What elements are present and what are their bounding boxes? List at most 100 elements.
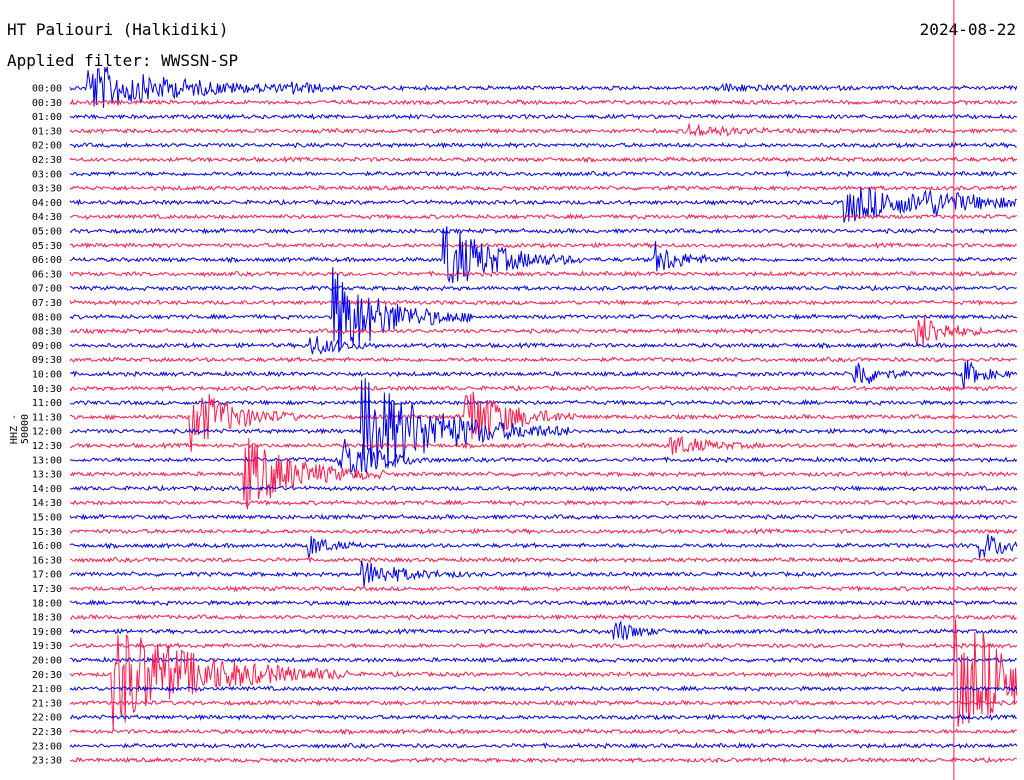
row-label: 15:30 bbox=[32, 527, 62, 538]
row-label: 21:00 bbox=[32, 684, 62, 695]
seismic-trace-row bbox=[69, 728, 1018, 736]
row-label: 02:00 bbox=[32, 141, 62, 152]
seismic-trace-row bbox=[69, 356, 1017, 364]
row-label: 03:00 bbox=[32, 169, 62, 180]
seismic-trace-row bbox=[69, 619, 1018, 730]
seismic-trace-row bbox=[70, 398, 1018, 407]
seismic-trace-row bbox=[69, 384, 1018, 392]
row-label: 09:00 bbox=[32, 341, 62, 352]
seismic-trace-row bbox=[69, 66, 1018, 108]
seismic-trace-row bbox=[69, 756, 1018, 764]
seismic-trace-row bbox=[69, 556, 1018, 564]
row-label: 06:00 bbox=[32, 255, 62, 266]
row-label: 20:00 bbox=[32, 656, 62, 667]
row-label: 21:30 bbox=[32, 698, 62, 709]
row-label: 17:30 bbox=[32, 584, 62, 595]
row-label: 01:00 bbox=[32, 112, 62, 123]
row-label: 04:00 bbox=[32, 198, 62, 209]
seismic-trace-row bbox=[69, 534, 1018, 559]
row-label: 00:00 bbox=[32, 84, 62, 95]
row-label: 04:30 bbox=[32, 212, 62, 223]
seismic-trace-row bbox=[69, 684, 1018, 693]
seismic-trace-row bbox=[69, 437, 1018, 510]
seismic-trace-row bbox=[69, 642, 1018, 650]
seismic-trace-row bbox=[69, 560, 1018, 588]
seismic-trace-row bbox=[69, 315, 1018, 347]
row-label: 16:30 bbox=[32, 555, 62, 566]
row-label: 07:00 bbox=[32, 284, 62, 295]
seismic-trace-row bbox=[69, 267, 1018, 353]
row-label: 20:30 bbox=[32, 670, 62, 681]
seismic-trace-row bbox=[69, 438, 1018, 477]
seismic-trace-row bbox=[69, 184, 1018, 192]
row-label: 08:00 bbox=[32, 312, 62, 323]
seismic-trace-row bbox=[69, 498, 1017, 507]
seismic-trace-row bbox=[69, 141, 1017, 149]
seismic-trace-row bbox=[69, 155, 1018, 164]
row-label: 12:00 bbox=[32, 427, 62, 438]
seismic-trace-row bbox=[69, 378, 1018, 469]
row-label: 08:30 bbox=[32, 327, 62, 338]
seismic-trace-row bbox=[69, 360, 1018, 390]
seismic-trace-row bbox=[69, 98, 1018, 106]
seismic-trace-row bbox=[69, 741, 1018, 750]
row-label: 14:30 bbox=[32, 498, 62, 509]
seismic-trace-row bbox=[69, 585, 1018, 593]
seismic-trace-row bbox=[69, 527, 1018, 535]
row-label: 15:00 bbox=[32, 513, 62, 524]
trace-group bbox=[69, 66, 1018, 764]
seismic-trace-row bbox=[69, 435, 1018, 455]
row-label: 10:30 bbox=[32, 384, 62, 395]
seismic-trace-row bbox=[69, 123, 1018, 137]
row-label: 17:00 bbox=[32, 570, 62, 581]
row-label: 10:00 bbox=[32, 370, 62, 381]
seismic-trace-row bbox=[69, 391, 1018, 452]
row-label: 18:00 bbox=[32, 598, 62, 609]
row-label: 18:30 bbox=[32, 613, 62, 624]
seismic-trace-row bbox=[69, 699, 1018, 707]
seismic-trace-row bbox=[69, 513, 1018, 521]
seismic-trace-row bbox=[69, 186, 1017, 223]
row-label: 09:30 bbox=[32, 355, 62, 366]
seismic-trace-row bbox=[69, 284, 1017, 292]
seismic-trace-row bbox=[69, 598, 1018, 607]
date-label: 2024-08-22 bbox=[919, 20, 1016, 39]
station-title: HT Paliouri (Halkidiki) bbox=[7, 20, 229, 39]
row-label: 16:00 bbox=[32, 541, 62, 552]
seismic-trace-row bbox=[69, 713, 1017, 721]
row-label: 01:30 bbox=[32, 126, 62, 137]
row-label: 23:30 bbox=[32, 756, 62, 767]
row-label: 00:30 bbox=[32, 98, 62, 109]
row-label: 22:30 bbox=[32, 727, 62, 738]
row-label: 13:30 bbox=[32, 470, 62, 481]
row-label: 07:30 bbox=[32, 298, 62, 309]
row-label: 05:30 bbox=[32, 241, 62, 252]
row-label: 13:00 bbox=[32, 455, 62, 466]
row-label: 05:00 bbox=[32, 227, 62, 238]
row-label: 14:00 bbox=[32, 484, 62, 495]
filter-label: Applied filter: WWSSN-SP bbox=[7, 51, 239, 70]
seismic-trace-row bbox=[69, 169, 1017, 178]
seismic-trace-row bbox=[69, 227, 1018, 235]
row-label: 22:00 bbox=[32, 713, 62, 724]
row-label: 23:00 bbox=[32, 741, 62, 752]
seismic-trace-row bbox=[69, 336, 1018, 355]
seismic-trace-row bbox=[69, 212, 1017, 221]
seismic-trace-row bbox=[69, 619, 1018, 641]
seismic-trace-row bbox=[69, 226, 1018, 284]
row-label: 06:30 bbox=[32, 269, 62, 280]
row-label: 11:30 bbox=[32, 412, 62, 423]
row-label: 19:30 bbox=[32, 641, 62, 652]
seismic-trace-row bbox=[69, 613, 1017, 621]
seismic-trace-row bbox=[69, 112, 1017, 120]
row-label: 19:00 bbox=[32, 627, 62, 638]
row-label: 02:30 bbox=[32, 155, 62, 166]
seismic-trace-row bbox=[69, 241, 1018, 249]
row-label: 11:00 bbox=[32, 398, 62, 409]
row-label: 12:30 bbox=[32, 441, 62, 452]
row-label-group: 00:00 00:30 01:00 01:30 02:00 02:30 03:00 03:30… bbox=[32, 84, 62, 767]
seismic-trace-row bbox=[69, 299, 1018, 307]
seismic-trace-row bbox=[69, 484, 1018, 493]
seismic-trace-row bbox=[69, 270, 1018, 278]
